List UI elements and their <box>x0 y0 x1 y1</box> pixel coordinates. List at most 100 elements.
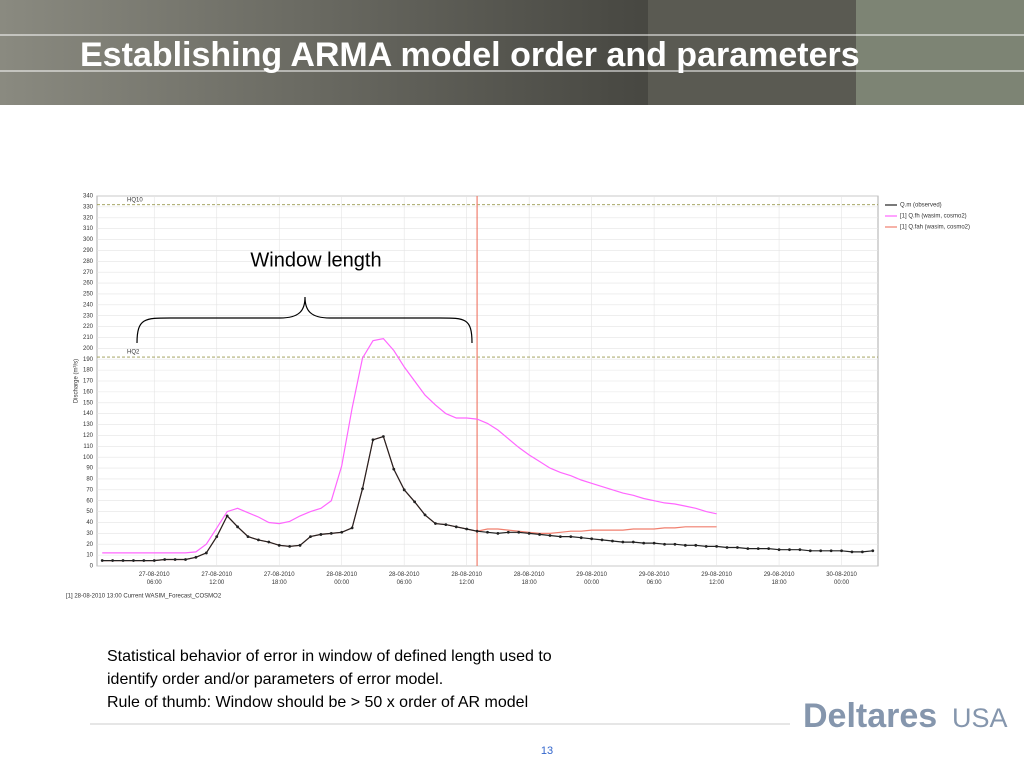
legend-label: [1] Q.fah (wasim, cosmo2) <box>900 225 970 231</box>
data-point <box>329 531 333 535</box>
x-tick-label: 28-08-2010 06:00 <box>389 572 420 586</box>
data-point <box>184 558 187 561</box>
data-point <box>225 514 229 518</box>
data-point <box>756 547 760 550</box>
data-point <box>257 538 260 542</box>
y-tick-label: 70 <box>86 487 93 493</box>
x-tick-label: 29-08-2010 00:00 <box>576 572 607 586</box>
data-point <box>611 539 614 543</box>
data-point <box>194 555 198 559</box>
y-tick-label: 240 <box>83 302 94 308</box>
logo-suffix: USA <box>952 703 1008 733</box>
data-point <box>694 543 698 547</box>
x-tick-label: 29-08-2010 18:00 <box>764 572 795 586</box>
data-point <box>402 488 406 492</box>
y-tick-label: 90 <box>86 466 93 472</box>
y-tick-label: 0 <box>90 564 94 570</box>
data-point <box>840 549 843 553</box>
data-point <box>319 533 323 536</box>
data-point <box>496 531 500 535</box>
y-tick-label: 40 <box>86 520 93 526</box>
data-point <box>121 559 125 562</box>
data-point <box>173 558 177 561</box>
data-point <box>652 541 656 545</box>
annotation: Window length <box>250 249 381 271</box>
y-tick-label: 190 <box>83 357 94 363</box>
x-tick-label: 28-08-2010 12:00 <box>451 572 482 586</box>
chart-note: [1] 28-08-2010 13:00 Current WASIM_Forec… <box>66 594 222 600</box>
y-tick-label: 120 <box>83 433 94 439</box>
data-point <box>736 546 739 549</box>
data-point <box>819 549 823 553</box>
data-point <box>132 559 135 562</box>
x-tick-label: 28-08-2010 18:00 <box>514 572 545 586</box>
data-point <box>590 537 594 541</box>
y-tick-label: 220 <box>83 324 94 330</box>
data-point <box>579 536 583 540</box>
data-point <box>527 531 531 535</box>
data-point <box>111 559 115 562</box>
data-point <box>486 530 489 534</box>
data-point <box>465 527 469 531</box>
data-point <box>288 545 292 548</box>
data-point <box>392 467 396 471</box>
header-photo <box>856 0 1024 105</box>
data-point <box>204 551 208 555</box>
window-brace <box>136 296 473 344</box>
y-tick-label: 250 <box>83 292 94 298</box>
data-point <box>361 487 364 491</box>
y-tick-label: 290 <box>83 248 94 254</box>
y-tick-label: 160 <box>83 389 94 395</box>
data-point <box>569 535 573 539</box>
y-tick-label: 20 <box>86 542 93 548</box>
legend-label: [1] Q.fh (wasim, cosmo2) <box>900 214 967 220</box>
data-point <box>715 545 718 548</box>
data-point <box>434 522 437 525</box>
data-point <box>642 541 646 545</box>
legend-label: Q.m (observed) <box>900 203 942 209</box>
data-point <box>152 559 156 562</box>
data-point <box>444 523 448 527</box>
data-point <box>246 535 250 539</box>
data-point <box>829 549 833 553</box>
y-tick-label: 260 <box>83 281 94 287</box>
data-point <box>871 549 875 553</box>
data-point <box>506 530 510 534</box>
series-line <box>102 337 717 554</box>
data-point <box>475 529 479 533</box>
chart: 0 10 20 30 40 50 60 70 80 90 100 110 120 130 140 150 160… <box>66 194 970 600</box>
data-point <box>788 548 791 552</box>
data-point <box>548 534 552 537</box>
y-tick-label: 110 <box>83 444 93 450</box>
data-point <box>808 549 812 553</box>
x-tick-label: 27-08-2010 12:00 <box>201 572 232 586</box>
y-tick-label: 330 <box>83 204 94 210</box>
data-point <box>621 540 625 544</box>
data-point <box>236 525 239 529</box>
logo: Deltares <box>803 697 937 735</box>
reference-label: HQ10 <box>127 197 143 203</box>
y-tick-label: 140 <box>83 411 94 417</box>
data-point <box>558 535 562 539</box>
x-tick-label: 30-08-2010 00:00 <box>826 572 857 586</box>
y-tick-label: 200 <box>83 346 94 352</box>
y-tick-label: 340 <box>83 194 94 200</box>
data-point <box>298 543 302 547</box>
data-point <box>683 543 687 547</box>
data-point <box>381 435 385 438</box>
data-point <box>340 530 344 534</box>
x-tick-label: 29-08-2010 12:00 <box>701 572 732 586</box>
x-tick-label: 27-08-2010 18:00 <box>264 572 295 586</box>
reference-label: HQ2 <box>127 350 140 356</box>
data-point <box>725 546 729 549</box>
y-tick-label: 210 <box>83 335 94 341</box>
y-tick-label: 230 <box>83 313 94 319</box>
data-point <box>423 513 427 517</box>
data-point <box>767 547 771 550</box>
y-tick-label: 10 <box>86 553 93 559</box>
y-tick-label: 320 <box>83 215 94 221</box>
data-point <box>142 559 146 562</box>
data-point <box>704 545 708 548</box>
y-tick-label: 270 <box>83 270 94 276</box>
